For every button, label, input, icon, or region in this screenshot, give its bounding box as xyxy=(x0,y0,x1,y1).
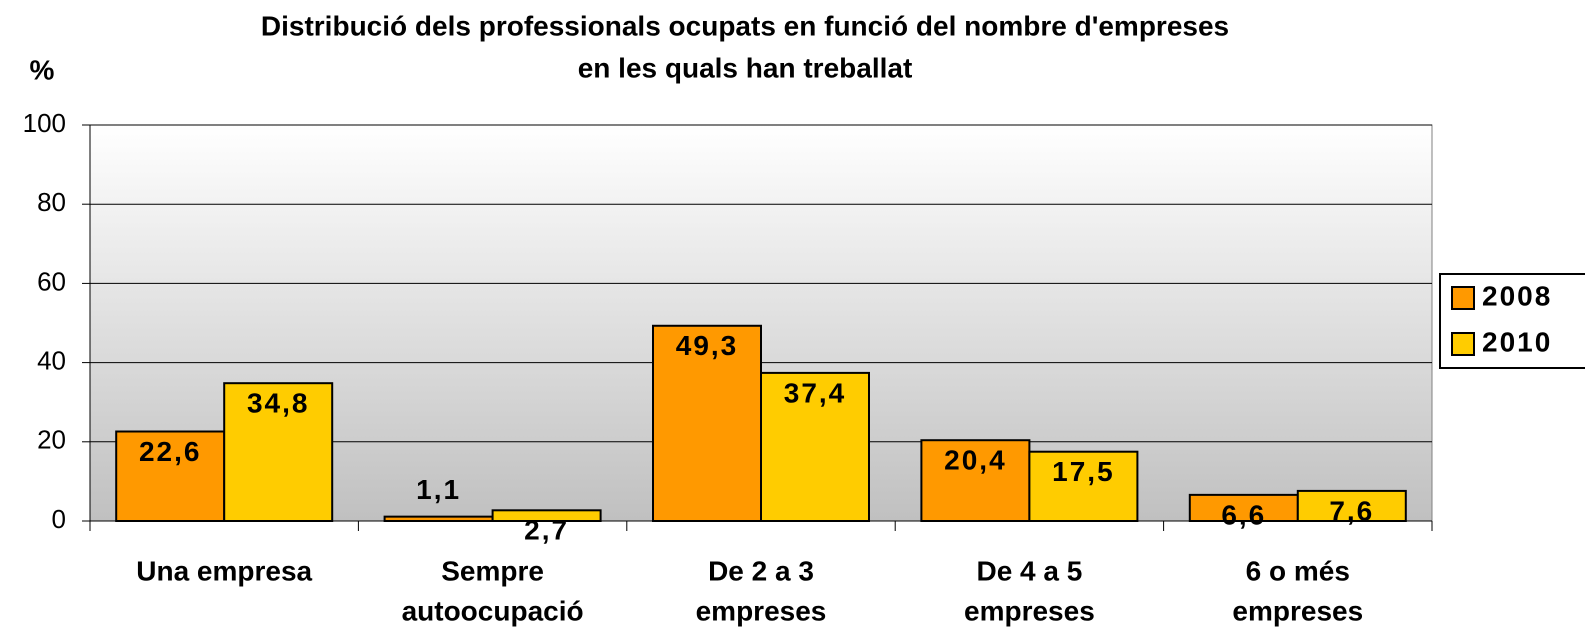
legend-swatch xyxy=(1451,332,1475,356)
data-label: 37,4 xyxy=(784,377,847,408)
x-tick-label: Una empresa xyxy=(136,555,312,586)
bar xyxy=(1028,450,1139,523)
x-tick-label: empreses xyxy=(696,595,827,626)
data-label: 22,6 xyxy=(139,436,202,467)
x-tick-label: De 4 a 5 xyxy=(976,555,1082,586)
data-label: 2,7 xyxy=(524,515,569,546)
x-tick-label: autoocupació xyxy=(402,595,584,626)
data-label: 6,6 xyxy=(1221,499,1266,530)
y-tick-label: 20 xyxy=(37,425,66,455)
data-label: 7,6 xyxy=(1329,495,1374,526)
legend-label: 2008 xyxy=(1482,280,1552,311)
bar xyxy=(491,509,602,523)
x-tick-label: 6 o més xyxy=(1246,555,1350,586)
data-label: 17,5 xyxy=(1052,456,1115,487)
data-label: 34,8 xyxy=(247,388,310,419)
chart-title: en les quals han treballat xyxy=(578,52,913,83)
data-label: 49,3 xyxy=(676,330,739,361)
chart-title: Distribució dels professionals ocupats e… xyxy=(261,10,1229,41)
x-tick-label: empreses xyxy=(1232,595,1363,626)
bar xyxy=(652,324,762,522)
y-tick-label: 100 xyxy=(23,108,66,138)
data-label: 1,1 xyxy=(416,474,461,505)
y-tick-label: 0 xyxy=(52,504,66,534)
bar xyxy=(115,430,226,522)
x-tick-label: De 2 a 3 xyxy=(708,555,814,586)
bar xyxy=(1188,493,1299,523)
x-tick-label: Sempre xyxy=(441,555,544,586)
bar xyxy=(383,515,494,522)
bar xyxy=(1296,489,1407,522)
data-label: 20,4 xyxy=(944,445,1007,476)
y-tick-label: 60 xyxy=(37,266,66,296)
y-tick-label: 40 xyxy=(37,345,66,375)
bar xyxy=(223,382,334,522)
legend-swatch xyxy=(1451,286,1475,310)
bar xyxy=(760,371,870,522)
y-axis-label: % xyxy=(30,54,55,85)
y-tick-label: 80 xyxy=(37,187,66,217)
x-tick-label: empreses xyxy=(964,595,1095,626)
legend-label: 2010 xyxy=(1482,326,1552,357)
